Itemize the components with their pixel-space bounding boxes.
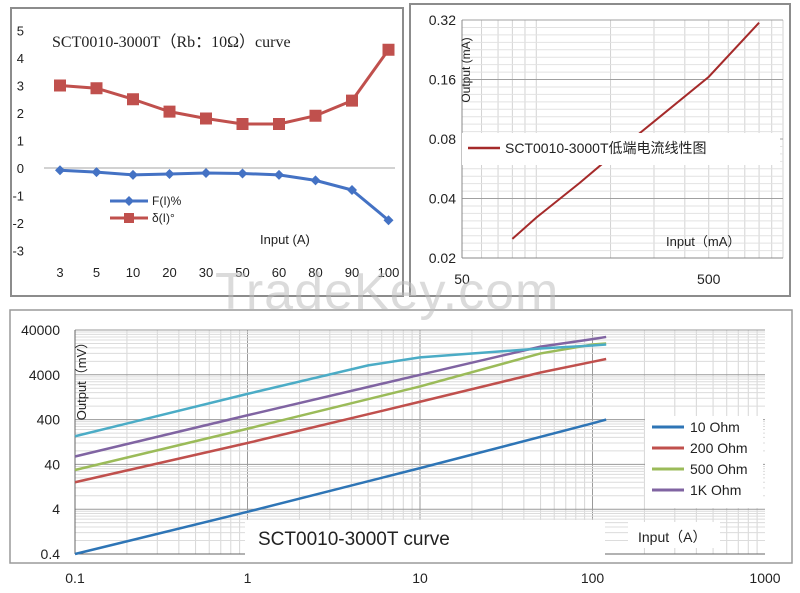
- data-point: [382, 43, 395, 56]
- low-current-chart: 0.02 0.04 0.08 0.16 0.32 50 500 Output (mA) Inpu…: [409, 3, 791, 297]
- data-point: [274, 169, 284, 180]
- y-tick-label: -2: [12, 216, 24, 231]
- y-tick-label: -1: [12, 189, 24, 204]
- x-axis-label: Input（mA）: [666, 234, 740, 249]
- legend-box: [645, 416, 763, 508]
- x-tick-label: 1: [244, 570, 252, 586]
- x-tick-label: 60: [272, 265, 286, 280]
- series-line: [74, 418, 607, 556]
- legend-marker: [124, 196, 134, 206]
- y-tick-label: 0: [17, 161, 24, 176]
- output-curve-chart: 0.4 4 40 400 4000 40000 0.1 1 10 100 1000 Output（mV…: [9, 309, 793, 586]
- data-point: [237, 168, 248, 179]
- x-tick-label: 100: [378, 265, 400, 280]
- y-tick-label: 5: [17, 24, 24, 39]
- x-tick-label: 10: [126, 265, 140, 280]
- legend-label: F(I)%: [152, 194, 182, 208]
- legend-label: 10 Ohm: [690, 419, 740, 435]
- data-point: [127, 93, 139, 106]
- y-axis-label: Output (mA): [459, 37, 473, 102]
- series-line: [74, 335, 607, 458]
- legend-label: SCT0010-3000T低端电流线性图: [505, 140, 707, 156]
- data-point: [310, 175, 321, 186]
- legend-marker: [124, 213, 134, 223]
- data-point: [309, 109, 322, 122]
- y-tick-label: 4: [17, 51, 24, 66]
- x-tick-label: 30: [199, 265, 213, 280]
- chart-title: SCT0010-3000T curve: [258, 529, 450, 550]
- series-line: [59, 48, 390, 126]
- x-tick-label: 10: [412, 570, 428, 586]
- data-point: [273, 118, 285, 130]
- y-tick-label: 2: [17, 106, 24, 121]
- data-point: [91, 167, 102, 178]
- series-line: [74, 357, 607, 484]
- legend-label: 1K Ohm: [690, 482, 741, 498]
- x-tick-label: 20: [162, 265, 176, 280]
- x-axis-label: Input (A): [260, 232, 310, 247]
- legend-label: 200 Ohm: [690, 440, 748, 456]
- data-point: [346, 94, 358, 107]
- series-line: [74, 343, 607, 438]
- data-point: [236, 118, 249, 130]
- x-tick-label: 3: [56, 265, 63, 280]
- data-point: [90, 82, 103, 95]
- data-point: [383, 215, 394, 226]
- x-tick-label: 100: [581, 570, 605, 586]
- series-line: [59, 168, 390, 222]
- data-point: [128, 169, 138, 180]
- data-point: [347, 185, 357, 195]
- data-point: [201, 167, 211, 178]
- y-tick-label: 4: [52, 501, 60, 517]
- data-point: [55, 165, 65, 176]
- y-tick-label: 0.04: [429, 191, 456, 207]
- y-axis-label: Output（mV）: [74, 336, 89, 421]
- x-tick-label: 50: [235, 265, 249, 280]
- y-tick-label: 40000: [21, 322, 60, 338]
- y-tick-label: 0.02: [429, 250, 456, 266]
- y-tick-label: 0.16: [429, 72, 456, 88]
- x-tick-label: 50: [454, 271, 470, 287]
- x-tick-label: 0.1: [65, 570, 85, 586]
- x-tick-label: 1000: [749, 570, 780, 586]
- legend-box: [462, 133, 780, 165]
- title-box: [245, 520, 605, 558]
- data-point: [54, 79, 66, 92]
- deviation-chart: -3 -2 -1 0 1 2 3 4 5 3 5 10 20 30 50 60 80 90 100 SCT0010-3…: [10, 7, 404, 297]
- x-tick-label: 5: [93, 265, 100, 280]
- y-tick-label: 3: [17, 79, 24, 94]
- legend-label: δ(I)°: [152, 211, 175, 225]
- data-point: [200, 112, 212, 125]
- y-tick-label: 0.32: [429, 12, 456, 28]
- y-tick-label: 400: [37, 412, 61, 428]
- x-tick-label: 500: [697, 271, 721, 287]
- y-tick-label: 4000: [29, 367, 60, 383]
- x-axis-label: Input（A）: [638, 529, 706, 545]
- y-tick-label: 0.4: [41, 546, 61, 562]
- x-label-box: [628, 522, 720, 548]
- y-tick-label: 0.08: [429, 131, 456, 147]
- legend-label: 500 Ohm: [690, 461, 748, 477]
- data-point: [163, 105, 176, 118]
- y-tick-label: -3: [12, 244, 24, 259]
- data-point: [164, 169, 175, 180]
- x-tick-label: 80: [308, 265, 322, 280]
- y-tick-label: 40: [44, 456, 60, 472]
- chart-title: SCT0010-3000T（Rb：10Ω）curve: [52, 33, 291, 51]
- x-tick-label: 90: [345, 265, 359, 280]
- y-tick-label: 1: [17, 134, 24, 149]
